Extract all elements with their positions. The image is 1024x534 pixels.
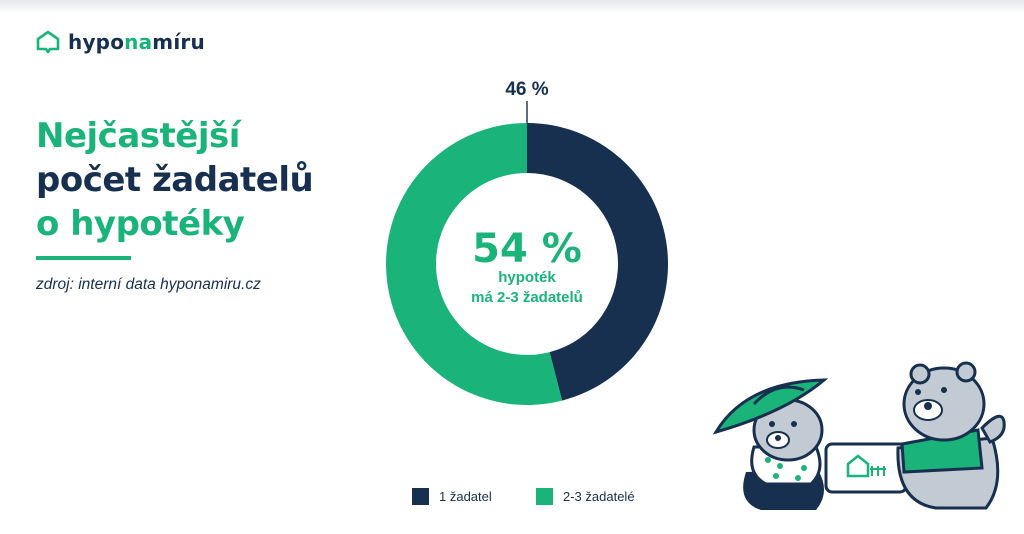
center-value: 54 % (472, 226, 582, 272)
donut-slice-2 (385, 123, 563, 405)
center-text-line-2: má 2-3 žadatelů (471, 289, 583, 306)
house-bubble-icon (36, 30, 60, 54)
legend-label-2: 2-3 žadatelé (563, 489, 635, 504)
legend-item-2: 2-3 žadatelé (536, 488, 635, 505)
brand-name-part3: míru (152, 30, 205, 54)
brand-name-part2: na (124, 30, 153, 54)
legend-swatch-navy (412, 488, 429, 505)
donut-slice-1 (527, 123, 668, 401)
title-line-2: počet žadatelů (36, 160, 314, 200)
right-bear (896, 361, 1006, 510)
donut-slices (385, 123, 668, 405)
legend-swatch-green (536, 488, 553, 505)
page-title: Nejčastější počet žadatelů o hypotéky (36, 114, 314, 246)
source-note: zdroj: interní data hyponamiru.cz (36, 276, 261, 293)
title-line-1: Nejčastější (36, 116, 240, 156)
center-text-line-1: hypoték (498, 269, 556, 286)
brand-name-part1: hypo (68, 30, 125, 54)
title-line-3: o hypotéky (36, 204, 245, 244)
left-bear (712, 378, 829, 510)
cartoon-bears-illustration (712, 361, 1006, 510)
title-underline (36, 256, 131, 260)
legend-item-1: 1 žadatel (412, 488, 492, 505)
slice-label-1-zadatel: 46 % (505, 79, 548, 100)
top-shadow (0, 0, 1024, 14)
house-tablet (824, 442, 908, 494)
donut-chart: 46 % 54 % hypoték má 2-3 žadatelů (385, 79, 668, 405)
legend-label-1: 1 žadatel (439, 489, 492, 504)
brand-name: hyponamíru (68, 30, 205, 54)
brand-logo[interactable]: hyponamíru (36, 30, 205, 54)
